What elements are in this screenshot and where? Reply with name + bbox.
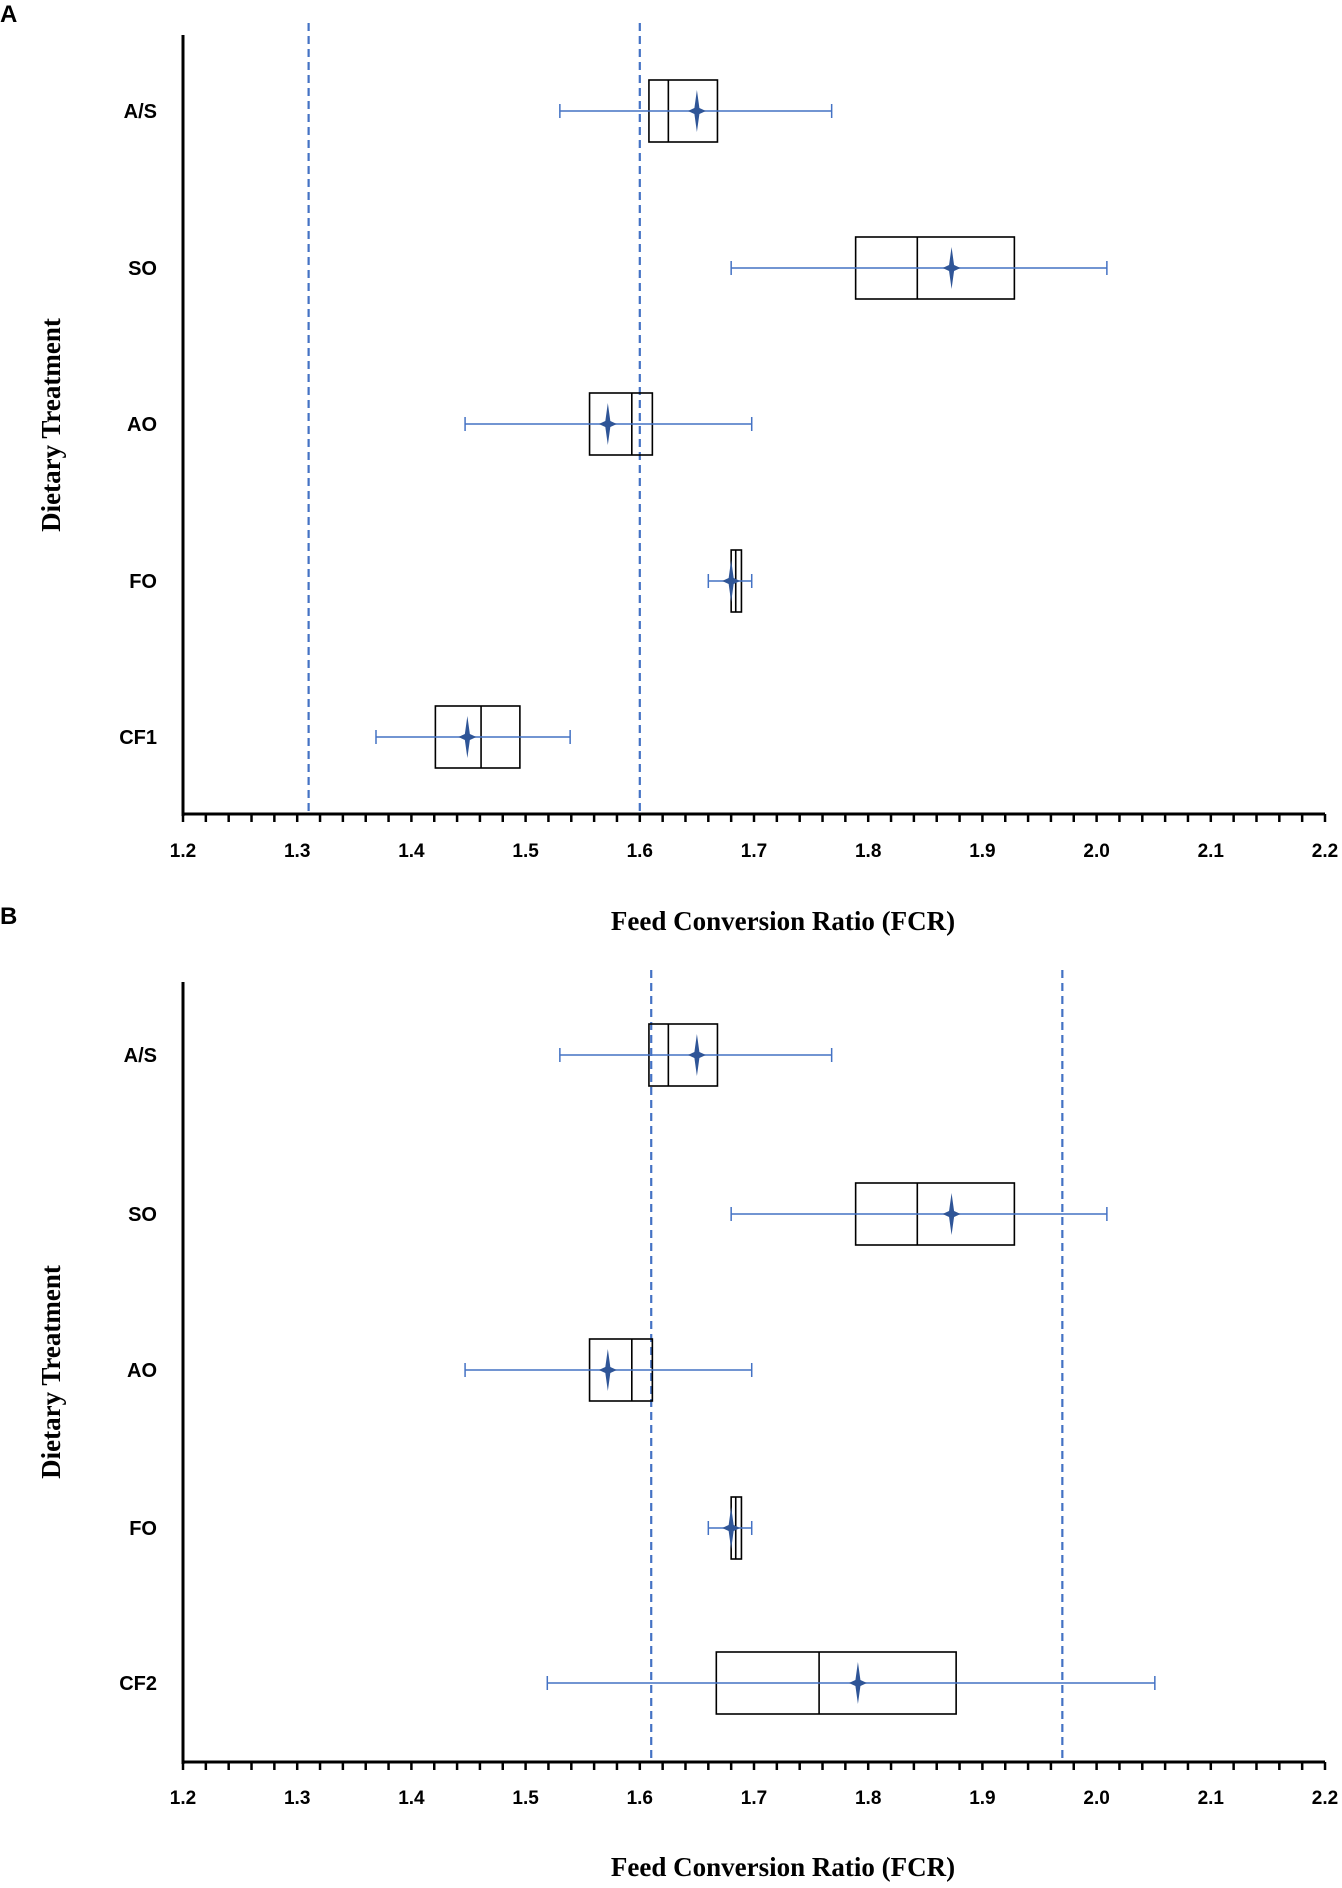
x-tick-label: 1.6 [627, 841, 653, 862]
box-so: SO [128, 1182, 1108, 1246]
x-axis-title: Feed Conversion Ratio (FCR) [611, 1852, 955, 1882]
x-tick-label: 1.4 [398, 1788, 425, 1809]
box-a-s: A/S [124, 1023, 833, 1087]
x-tick-label: 1.6 [627, 1788, 653, 1809]
x-tick-label: 1.4 [398, 841, 425, 862]
x-tick-label: 1.8 [855, 1788, 881, 1809]
mean-marker [942, 1193, 961, 1235]
x-tick-label: 2.1 [1198, 1788, 1225, 1809]
category-label: AO [127, 1360, 157, 1382]
category-label: CF1 [119, 727, 157, 749]
x-axis-title: Feed Conversion Ratio (FCR) [611, 906, 955, 936]
category-label: SO [128, 1204, 157, 1226]
x-tick-label: 1.2 [170, 1788, 196, 1809]
x-tick-label: 1.3 [284, 1788, 310, 1809]
category-label: FO [129, 1518, 157, 1540]
mean-marker [687, 1034, 706, 1076]
box-cf1: CF1 [119, 705, 571, 769]
mean-marker [598, 403, 617, 445]
x-tick-label: 1.9 [969, 841, 995, 862]
box-a-s: A/S [124, 79, 833, 143]
category-label: SO [128, 258, 157, 280]
category-label: A/S [124, 101, 157, 123]
panel-b: B 1.2 1.3 1.4 1.5 1.6 1.7 1.8 1.9 2.0 2.1 2.2 Feed C… [0, 903, 1338, 1882]
box-ao: AO [127, 392, 753, 456]
x-tick-label: 1.7 [741, 1788, 767, 1809]
x-tick-label: 1.2 [170, 841, 196, 862]
category-label: A/S [124, 1045, 157, 1067]
x-tick-label: 1.5 [512, 1788, 539, 1809]
x-tick-label: 1.7 [741, 841, 767, 862]
mean-marker [458, 716, 477, 758]
panel-a: A 1.2 1.3 1.4 1.5 1.6 1.7 1.8 1.9 2.0 2.1 2.2 Feed C… [0, 1, 1338, 936]
mean-marker [722, 1507, 741, 1549]
category-label: CF2 [119, 1673, 157, 1695]
category-label: FO [129, 571, 157, 593]
x-tick-label: 1.3 [284, 841, 310, 862]
x-tick-label: 2.0 [1083, 841, 1109, 862]
panel-label: B [0, 903, 17, 930]
x-tick-label: 1.8 [855, 841, 881, 862]
mean-marker [687, 90, 706, 132]
mean-marker [722, 560, 741, 602]
x-tick-label: 2.2 [1312, 841, 1338, 862]
y-axis-title: Dietary Treatment [36, 318, 66, 532]
x-tick-label: 1.5 [512, 841, 539, 862]
x-tick-label: 2.0 [1083, 1788, 1109, 1809]
panel-label: A [0, 1, 17, 28]
box-so: SO [128, 236, 1108, 300]
x-tick-label: 2.1 [1198, 841, 1225, 862]
mean-marker [942, 247, 961, 289]
box-fo: FO [129, 1496, 753, 1560]
box-fo: FO [129, 549, 753, 613]
x-tick-label: 1.9 [969, 1788, 995, 1809]
box-cf2: CF2 [119, 1651, 1156, 1715]
y-axis-title: Dietary Treatment [36, 1265, 66, 1479]
category-label: AO [127, 414, 157, 436]
x-tick-label: 2.2 [1312, 1788, 1338, 1809]
mean-marker [848, 1662, 867, 1704]
mean-marker [598, 1349, 617, 1391]
box-ao: AO [127, 1338, 753, 1402]
